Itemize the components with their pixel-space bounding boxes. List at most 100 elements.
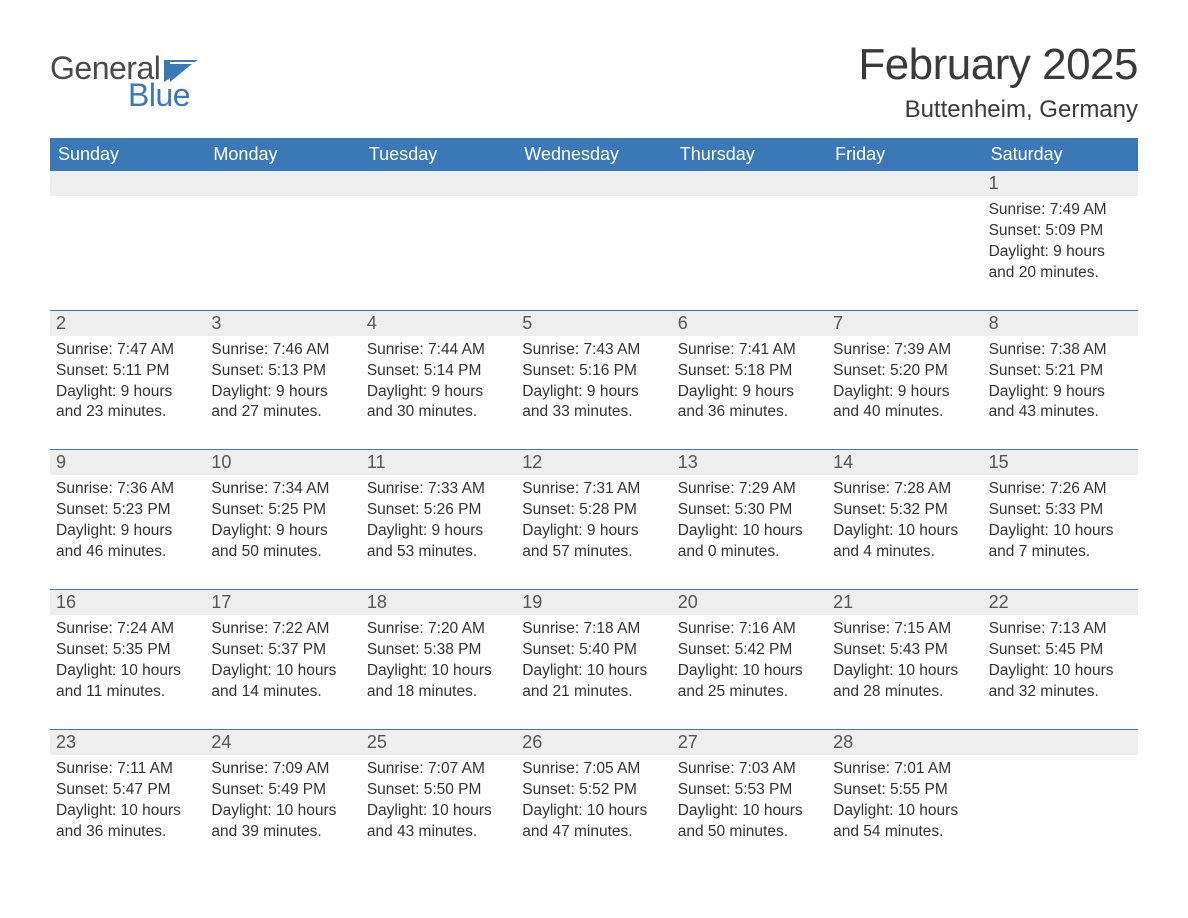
sunset-text: Sunset: 5:40 PM <box>522 640 665 661</box>
week-block: 1Sunrise: 7:49 AMSunset: 5:09 PMDaylight… <box>50 171 1138 292</box>
sunset-text: Sunset: 5:32 PM <box>833 500 976 521</box>
day-number: 15 <box>983 450 1138 475</box>
daylight-text: Daylight: 9 hours and 30 minutes. <box>367 382 510 424</box>
sunset-text: Sunset: 5:21 PM <box>989 361 1132 382</box>
daylight-text: Daylight: 10 hours and 0 minutes. <box>678 521 821 563</box>
day-cell: Sunrise: 7:13 AMSunset: 5:45 PMDaylight:… <box>983 615 1138 711</box>
day-cell: Sunrise: 7:01 AMSunset: 5:55 PMDaylight:… <box>827 755 982 851</box>
day-number: 26 <box>516 730 671 755</box>
day-cell: Sunrise: 7:18 AMSunset: 5:40 PMDaylight:… <box>516 615 671 711</box>
day-cell: Sunrise: 7:31 AMSunset: 5:28 PMDaylight:… <box>516 475 671 571</box>
weekday-label: Monday <box>205 138 360 171</box>
day-cell <box>361 196 516 292</box>
month-title: February 2025 <box>858 40 1138 90</box>
calendar: Sunday Monday Tuesday Wednesday Thursday… <box>50 138 1138 850</box>
daylight-text: Daylight: 10 hours and 4 minutes. <box>833 521 976 563</box>
day-cell: Sunrise: 7:09 AMSunset: 5:49 PMDaylight:… <box>205 755 360 851</box>
day-cell: Sunrise: 7:33 AMSunset: 5:26 PMDaylight:… <box>361 475 516 571</box>
sunrise-text: Sunrise: 7:43 AM <box>522 340 665 361</box>
sunrise-text: Sunrise: 7:16 AM <box>678 619 821 640</box>
daylight-text: Daylight: 10 hours and 50 minutes. <box>678 801 821 843</box>
day-cell: Sunrise: 7:39 AMSunset: 5:20 PMDaylight:… <box>827 336 982 432</box>
sunrise-text: Sunrise: 7:39 AM <box>833 340 976 361</box>
day-cell <box>50 196 205 292</box>
sunrise-text: Sunrise: 7:22 AM <box>211 619 354 640</box>
sunrise-text: Sunrise: 7:29 AM <box>678 479 821 500</box>
day-number: 16 <box>50 590 205 615</box>
sunrise-text: Sunrise: 7:11 AM <box>56 759 199 780</box>
day-number: 20 <box>672 590 827 615</box>
week-block: 232425262728Sunrise: 7:11 AMSunset: 5:47… <box>50 729 1138 851</box>
week-block: 16171819202122Sunrise: 7:24 AMSunset: 5:… <box>50 589 1138 711</box>
title-block: February 2025 Buttenheim, Germany <box>858 40 1138 124</box>
sunrise-text: Sunrise: 7:07 AM <box>367 759 510 780</box>
day-cell: Sunrise: 7:07 AMSunset: 5:50 PMDaylight:… <box>361 755 516 851</box>
day-number <box>827 171 982 196</box>
day-number <box>672 171 827 196</box>
sunrise-text: Sunrise: 7:28 AM <box>833 479 976 500</box>
day-cell: Sunrise: 7:49 AMSunset: 5:09 PMDaylight:… <box>983 196 1138 292</box>
weekday-label: Sunday <box>50 138 205 171</box>
sunset-text: Sunset: 5:42 PM <box>678 640 821 661</box>
day-cell: Sunrise: 7:16 AMSunset: 5:42 PMDaylight:… <box>672 615 827 711</box>
day-number <box>361 171 516 196</box>
day-number: 10 <box>205 450 360 475</box>
sunrise-text: Sunrise: 7:15 AM <box>833 619 976 640</box>
sunset-text: Sunset: 5:30 PM <box>678 500 821 521</box>
location-label: Buttenheim, Germany <box>858 96 1138 124</box>
day-number: 18 <box>361 590 516 615</box>
sunset-text: Sunset: 5:45 PM <box>989 640 1132 661</box>
daynum-row: 9101112131415 <box>50 450 1138 475</box>
daylight-text: Daylight: 10 hours and 28 minutes. <box>833 661 976 703</box>
daylight-text: Daylight: 9 hours and 53 minutes. <box>367 521 510 563</box>
day-cell: Sunrise: 7:47 AMSunset: 5:11 PMDaylight:… <box>50 336 205 432</box>
sunset-text: Sunset: 5:13 PM <box>211 361 354 382</box>
day-cell: Sunrise: 7:20 AMSunset: 5:38 PMDaylight:… <box>361 615 516 711</box>
sunset-text: Sunset: 5:20 PM <box>833 361 976 382</box>
weekday-label: Thursday <box>672 138 827 171</box>
week-block: 2345678Sunrise: 7:47 AMSunset: 5:11 PMDa… <box>50 310 1138 432</box>
sunrise-text: Sunrise: 7:36 AM <box>56 479 199 500</box>
day-cell: Sunrise: 7:36 AMSunset: 5:23 PMDaylight:… <box>50 475 205 571</box>
day-number <box>50 171 205 196</box>
sunset-text: Sunset: 5:25 PM <box>211 500 354 521</box>
sunset-text: Sunset: 5:52 PM <box>522 780 665 801</box>
sunset-text: Sunset: 5:16 PM <box>522 361 665 382</box>
day-number: 13 <box>672 450 827 475</box>
day-number <box>205 171 360 196</box>
day-cell: Sunrise: 7:44 AMSunset: 5:14 PMDaylight:… <box>361 336 516 432</box>
day-number: 8 <box>983 311 1138 336</box>
daylight-text: Daylight: 10 hours and 47 minutes. <box>522 801 665 843</box>
sunrise-text: Sunrise: 7:41 AM <box>678 340 821 361</box>
sunset-text: Sunset: 5:37 PM <box>211 640 354 661</box>
day-number: 9 <box>50 450 205 475</box>
page-header: General Blue February 2025 Buttenheim, G… <box>50 40 1138 124</box>
daylight-text: Daylight: 10 hours and 36 minutes. <box>56 801 199 843</box>
sunset-text: Sunset: 5:14 PM <box>367 361 510 382</box>
sunrise-text: Sunrise: 7:13 AM <box>989 619 1132 640</box>
day-number: 22 <box>983 590 1138 615</box>
daylight-text: Daylight: 9 hours and 33 minutes. <box>522 382 665 424</box>
day-number: 17 <box>205 590 360 615</box>
daylight-text: Daylight: 10 hours and 7 minutes. <box>989 521 1132 563</box>
sunrise-text: Sunrise: 7:34 AM <box>211 479 354 500</box>
sunrise-text: Sunrise: 7:46 AM <box>211 340 354 361</box>
sunset-text: Sunset: 5:43 PM <box>833 640 976 661</box>
day-cell: Sunrise: 7:05 AMSunset: 5:52 PMDaylight:… <box>516 755 671 851</box>
sunrise-text: Sunrise: 7:38 AM <box>989 340 1132 361</box>
daylight-text: Daylight: 9 hours and 40 minutes. <box>833 382 976 424</box>
day-cell <box>983 755 1138 851</box>
daylight-text: Daylight: 9 hours and 23 minutes. <box>56 382 199 424</box>
sunset-text: Sunset: 5:33 PM <box>989 500 1132 521</box>
sunrise-text: Sunrise: 7:47 AM <box>56 340 199 361</box>
day-number: 2 <box>50 311 205 336</box>
sunrise-text: Sunrise: 7:09 AM <box>211 759 354 780</box>
daylight-text: Daylight: 10 hours and 18 minutes. <box>367 661 510 703</box>
daylight-text: Daylight: 10 hours and 32 minutes. <box>989 661 1132 703</box>
daybody-row: Sunrise: 7:11 AMSunset: 5:47 PMDaylight:… <box>50 755 1138 851</box>
day-number: 19 <box>516 590 671 615</box>
daynum-row: 16171819202122 <box>50 590 1138 615</box>
daynum-row: 2345678 <box>50 311 1138 336</box>
daylight-text: Daylight: 10 hours and 14 minutes. <box>211 661 354 703</box>
day-number: 6 <box>672 311 827 336</box>
